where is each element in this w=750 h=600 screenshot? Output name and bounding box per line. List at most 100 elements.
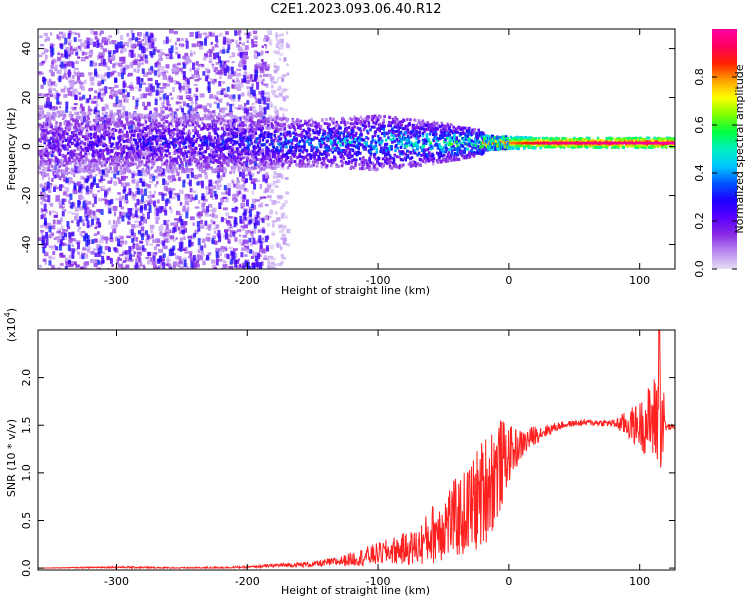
spectrogram-cell xyxy=(211,238,215,245)
spectrogram-cell xyxy=(195,164,198,167)
spectrogram-cell xyxy=(169,160,174,165)
spectrogram-cell xyxy=(73,37,77,42)
spectrogram-cell xyxy=(181,44,185,47)
spectrogram-cell xyxy=(128,188,132,196)
spectrogram-cell xyxy=(114,78,118,83)
spectrogram-cell xyxy=(172,227,176,234)
spectrogram-cell xyxy=(152,200,156,207)
spectrogram-cell xyxy=(203,113,207,118)
spectrogram-cell xyxy=(129,141,133,145)
spectrogram-cell xyxy=(97,82,102,87)
spectrogram-cell xyxy=(79,216,83,223)
spectrogram-cell xyxy=(141,123,145,127)
spectrogram-cell xyxy=(196,123,200,127)
spectrogram-cell xyxy=(101,106,106,112)
spectrogram-cell xyxy=(264,187,269,193)
spectrogram-cell xyxy=(204,150,207,154)
spectrogram-cell xyxy=(193,232,197,238)
spectrogram-cell xyxy=(265,146,269,150)
spectrogram-cell xyxy=(96,112,100,116)
spectrogram-cell xyxy=(220,247,225,252)
spectrogram-cell xyxy=(63,73,67,79)
spectrogram-cell xyxy=(257,149,261,153)
spectrogram-cell xyxy=(269,158,273,162)
spectrogram-cell xyxy=(55,199,61,202)
spectrogram-cell xyxy=(250,156,254,161)
spectrogram-cell xyxy=(186,103,190,108)
spectrogram-cell xyxy=(93,262,98,268)
spectrogram-cell xyxy=(47,151,50,155)
spectrogram-cell xyxy=(94,35,98,40)
spectrogram-cell xyxy=(59,263,64,266)
spectrogram-cell xyxy=(68,259,72,265)
spectrogram-cell xyxy=(154,139,158,143)
spectrogram-cell xyxy=(78,141,82,145)
spectrogram-cell xyxy=(205,166,208,170)
spectrogram-cell xyxy=(222,130,226,136)
spectrogram-cell xyxy=(55,237,59,241)
spectrogram-cell xyxy=(254,146,258,150)
spectrogram-cell xyxy=(118,179,122,184)
spectrogram-cell xyxy=(143,163,146,167)
spectrogram-cell xyxy=(48,142,52,146)
spectrogram-cell xyxy=(243,65,247,71)
spectrogram-cell xyxy=(151,156,155,160)
spectrogram-cell xyxy=(241,227,245,231)
spectrogram-cell xyxy=(243,168,247,172)
spectrogram-cell xyxy=(154,70,158,76)
spectrogram-cell xyxy=(132,60,138,65)
spectrogram-cell xyxy=(53,171,57,175)
spectrogram-cell xyxy=(101,255,105,264)
spectrogram-cell xyxy=(143,138,146,142)
spectrogram-cell xyxy=(149,173,155,177)
spectrogram-cell xyxy=(271,261,274,264)
spectrogram-cell xyxy=(79,153,83,157)
spectrogram-cell xyxy=(240,202,246,207)
spectrogram-cell xyxy=(221,127,225,131)
spectrogram-cell xyxy=(68,113,72,118)
spectrogram-cell xyxy=(93,127,97,131)
spectrogram-cell xyxy=(189,155,195,161)
spectrogram-cell xyxy=(141,82,146,85)
spectrogram-cell xyxy=(122,60,126,64)
spectrogram-cell xyxy=(141,46,145,54)
spectrogram-cell xyxy=(195,67,200,70)
spectrogram-cell xyxy=(136,134,140,138)
spectrogram-cell xyxy=(136,141,140,145)
spectrogram-cell xyxy=(158,112,161,116)
spectrogram-cell xyxy=(124,111,128,116)
spectrogram-cell xyxy=(279,123,283,127)
spectrogram-cell xyxy=(196,166,200,170)
spectrogram-cell xyxy=(102,163,105,167)
spectrogram-cell xyxy=(147,126,150,130)
spectrogram-cell xyxy=(176,37,181,42)
spectrogram-cell xyxy=(248,237,252,243)
spectrogram-cell xyxy=(241,131,244,135)
spectrogram-cell xyxy=(99,153,102,157)
spectrogram-cell xyxy=(234,159,238,163)
spectrogram-cell xyxy=(115,177,119,180)
spectrogram-cell xyxy=(165,154,169,158)
spectrogram-cell xyxy=(100,235,104,240)
spectrogram-cell xyxy=(51,131,54,135)
spectrogram-cell xyxy=(135,236,139,242)
spectrogram-cell xyxy=(235,131,239,135)
spectrogram-cell xyxy=(204,174,208,178)
spectrogram-cell xyxy=(86,149,90,153)
spectrogram-cell xyxy=(279,132,283,136)
spectrogram-cell xyxy=(68,125,72,129)
spectrogram-cell xyxy=(81,141,84,145)
spectrogram-cell xyxy=(145,230,149,235)
spectrogram-cell xyxy=(115,163,119,167)
spectrogram-cell xyxy=(176,140,179,144)
spectrogram-cell xyxy=(49,233,53,238)
spectrogram-cell xyxy=(195,137,199,141)
spectrogram-cell xyxy=(80,108,85,114)
spectrogram-cell xyxy=(137,151,141,155)
spectrogram-cell xyxy=(169,112,173,116)
spectrogram-cell xyxy=(228,110,233,116)
spectrogram-cell xyxy=(207,155,211,159)
spectrogram-cell xyxy=(68,49,73,53)
spectrogram-cell xyxy=(233,146,237,149)
spectrogram-cell xyxy=(122,94,128,99)
